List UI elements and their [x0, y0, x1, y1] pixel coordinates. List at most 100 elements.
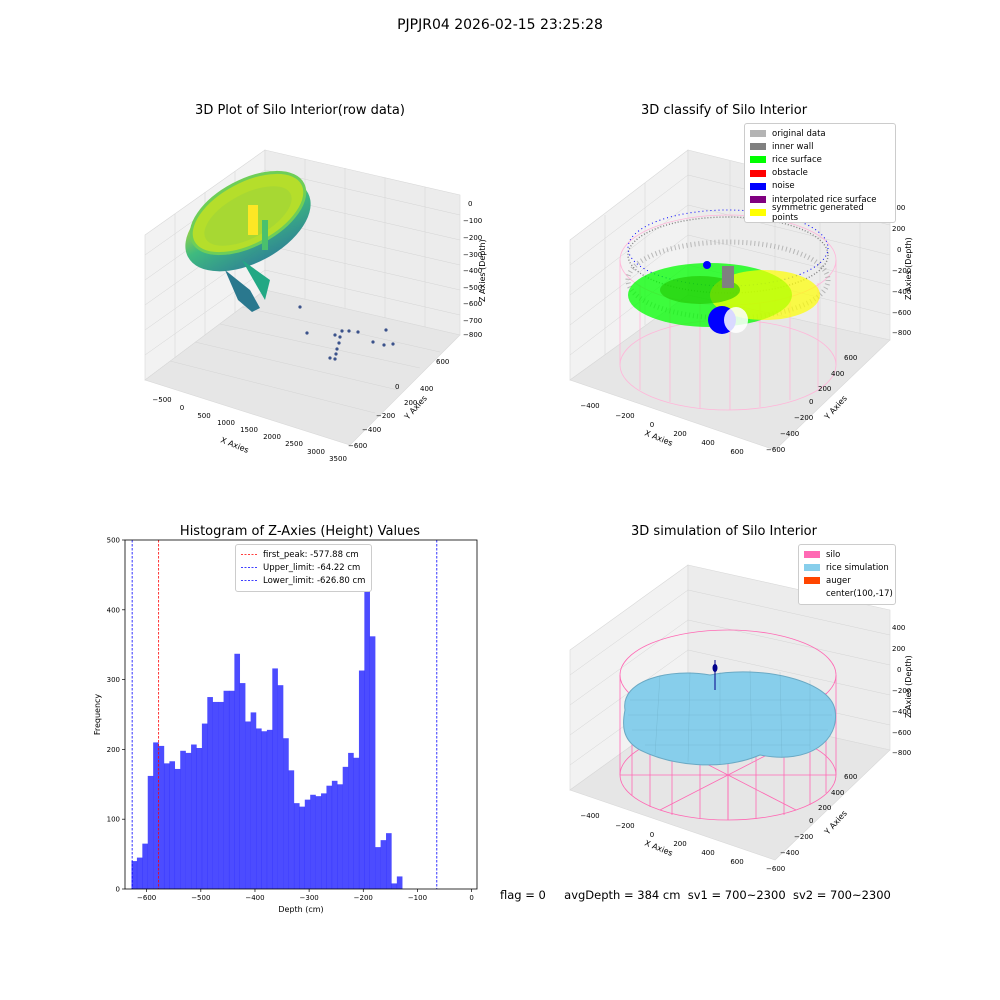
y-tick: −600: [766, 865, 785, 873]
raw-plot-title: 3D Plot of Silo Interior(row data): [195, 103, 405, 118]
y-tick-label: 300: [107, 676, 120, 684]
z-tick: −700: [463, 317, 482, 325]
histogram-bar: [163, 763, 170, 889]
histogram-bar: [348, 752, 354, 889]
histogram-bar: [369, 636, 376, 889]
y-tick-label: 200: [107, 746, 120, 754]
x-tick: −200: [615, 822, 634, 830]
x-tick: 600: [730, 858, 743, 866]
classify-plot-title: 3D classify of Silo Interior: [640, 103, 808, 118]
z-tick: −400: [892, 288, 911, 296]
status-line: flag = 0 avgDepth = 384 cm sv1 = 700~230…: [500, 888, 940, 902]
histogram-bar: [277, 685, 284, 889]
legend-item: rice simulation: [804, 561, 890, 574]
z-tick: −800: [463, 331, 482, 339]
histogram-title: Histogram of Z-Axies (Height) Values: [179, 524, 421, 539]
simulation-legend: silo rice simulation auger center(100,-1…: [798, 544, 896, 605]
histogram-bar: [250, 712, 257, 889]
histogram-bar: [218, 701, 224, 889]
z-tick: −100: [463, 217, 482, 225]
histogram-bar: [212, 701, 219, 889]
y-tick: 0: [395, 383, 399, 391]
legend-item: Upper_limit: -64.22 cm: [241, 561, 366, 574]
histogram-bar: [185, 752, 192, 889]
histogram-chart[interactable]: −600 −500 −400 −300 −200 −100 0 0 100 200 300 400 5…: [80, 530, 490, 920]
histogram-bar: [299, 806, 305, 889]
raw-outlier-points: [298, 305, 395, 361]
histogram-bar: [142, 843, 148, 889]
legend-label: rice surface: [772, 154, 822, 165]
x-tick: −400: [580, 402, 599, 410]
avg-depth-value: avgDepth = 384 cm: [564, 888, 681, 902]
histogram-bar: [353, 757, 360, 889]
histogram-bar: [337, 784, 343, 889]
z-tick: −500: [463, 284, 482, 292]
rice-simulation-surface: [623, 671, 837, 766]
legend-label: rice simulation: [826, 562, 889, 573]
legend-item: first_peak: -577.88 cm: [241, 548, 366, 561]
y-tick: 0: [809, 398, 813, 406]
histogram-bar: [136, 857, 143, 889]
rice-surface-points: [628, 263, 820, 327]
z-tick: 0: [897, 246, 901, 254]
sv2-value: sv2 = 700~2300: [792, 888, 891, 902]
histogram-bar: [196, 748, 203, 889]
histogram-bar: [207, 697, 213, 889]
x-tick: 3500: [329, 455, 347, 463]
x-tick: 0: [650, 831, 654, 839]
histogram-bar: [266, 729, 273, 889]
y-axis-label: Y Axies: [822, 809, 849, 837]
simulation-3d-plot[interactable]: −400 −200 0 200 400 600 600 400 200 0 −2…: [560, 550, 930, 880]
legend-item: original data: [750, 127, 890, 140]
histogram-bar: [304, 799, 311, 889]
simulation-plot-title: 3D simulation of Silo Interior: [631, 524, 817, 539]
z-tick: −800: [892, 329, 911, 337]
histogram-bar: [147, 775, 154, 889]
y-tick-label: 100: [107, 816, 120, 824]
histogram-bar: [158, 745, 165, 889]
z-tick: −200: [463, 234, 482, 242]
legend-label: auger: [826, 575, 851, 586]
legend-item: noise: [750, 180, 890, 193]
y-tick-label: 0: [116, 886, 120, 894]
sv1-value: sv1 = 700~2300: [687, 888, 786, 902]
x-tick: 400: [701, 439, 714, 447]
legend-swatch: [750, 209, 766, 217]
legend-swatch: [750, 143, 766, 151]
legend-line-blue: [241, 580, 257, 582]
x-tick: 1000: [217, 419, 235, 427]
y-tick: 600: [436, 358, 449, 366]
x-tick: −200: [615, 412, 634, 420]
histogram-bar: [131, 861, 138, 889]
x-tick: 500: [197, 412, 210, 420]
z-tick: −400: [463, 267, 482, 275]
z-tick: −600: [463, 300, 482, 308]
z-tick: 200: [892, 645, 905, 653]
z-axis-label: Z Axies (Depth): [904, 655, 913, 718]
noise-points: [703, 261, 748, 334]
legend-label: Upper_limit: -64.22 cm: [263, 562, 361, 573]
raw-point-cloud: [185, 170, 311, 312]
legend-swatch: [750, 196, 766, 204]
histogram-bar: [272, 668, 278, 889]
legend-label: original data: [772, 128, 826, 139]
y-axis-label: Frequency: [93, 694, 102, 736]
histogram-bar: [169, 761, 176, 889]
grid-lines: [144, 159, 461, 414]
histogram-bar: [331, 780, 338, 889]
x-axis-label: X Axies: [219, 436, 250, 455]
legend-swatch: [804, 551, 820, 559]
legend-swatch: [750, 182, 766, 190]
x-tick-label: −400: [245, 894, 264, 902]
x-tick: −500: [152, 396, 171, 404]
histogram-bar: [375, 847, 381, 889]
histogram-bar: [391, 883, 398, 889]
legend-item: symmetric generated points: [750, 203, 890, 223]
legend-label: first_peak: -577.88 cm: [263, 549, 359, 560]
x-axis-label: X Axies: [643, 429, 674, 448]
inner-wall-points: [625, 216, 831, 321]
z-tick: −400: [892, 708, 911, 716]
legend-item: inner wall: [750, 140, 890, 153]
z-tick: 0: [897, 666, 901, 674]
raw-3d-plot[interactable]: −500 0 500 1000 1500 2000 2500 3000 3500…: [130, 130, 500, 480]
